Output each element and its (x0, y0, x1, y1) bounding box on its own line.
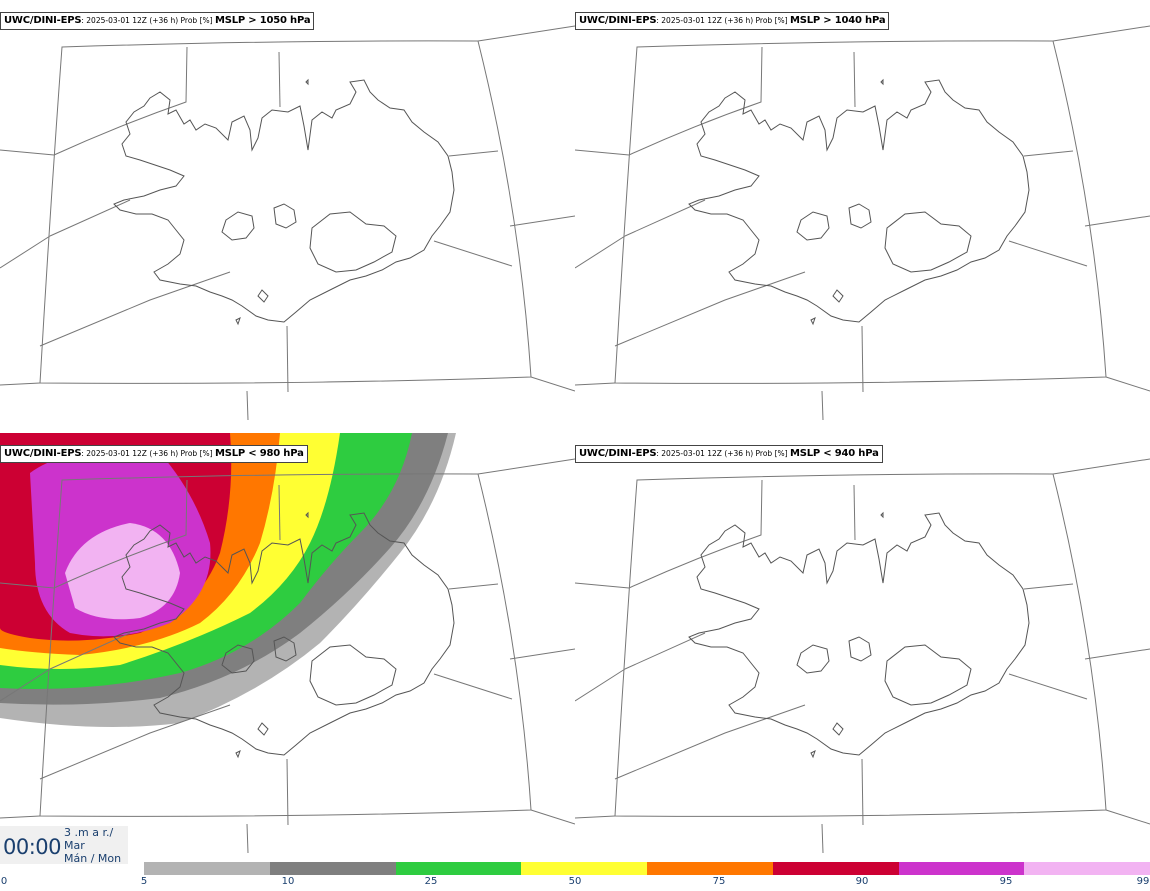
colorbar-swatch (647, 862, 773, 875)
colorbar-swatch (1024, 862, 1150, 875)
valid-time-box: 00:00 3 .m a r./ Mar Mán / Mon (0, 826, 128, 865)
map-panel-mslp-gt-1040: UWC/DINI-EPS: 2025-03-01 12Z (+36 h) Pro… (575, 0, 1150, 433)
panel-title: UWC/DINI-EPS: 2025-03-01 12Z (+36 h) Pro… (575, 445, 883, 463)
colorbar-tick-label: 95 (999, 876, 1013, 887)
colorbar-tick-label: 50 (568, 876, 582, 887)
colorbar-tick-label: 99 (1136, 876, 1150, 887)
valid-date: 3 .m a r./ Mar Mán / Mon (64, 826, 121, 865)
panel-title: UWC/DINI-EPS: 2025-03-01 12Z (+36 h) Pro… (0, 12, 315, 30)
colorbar-tick-label: 5 (140, 876, 148, 887)
panel-title: UWC/DINI-EPS: 2025-03-01 12Z (+36 h) Pro… (575, 12, 890, 30)
colorbar-swatch (772, 862, 899, 875)
probability-field (0, 433, 456, 727)
map-panel-mslp-lt-940: UWC/DINI-EPS: 2025-03-01 12Z (+36 h) Pro… (575, 433, 1150, 866)
valid-date-line3: Mán / Mon (64, 852, 122, 865)
valid-time-clock: 00:00 (3, 835, 62, 859)
map-panel-mslp-gt-1050: UWC/DINI-EPS: 2025-03-01 12Z (+36 h) Pro… (0, 0, 575, 433)
colorbar-tick-label: 90 (855, 876, 869, 887)
colorbar-tick-label: 0 (0, 876, 8, 887)
colorbar-swatch (395, 862, 522, 875)
valid-date-line1: 3 .m a r./ (64, 826, 114, 839)
colorbar-swatch (269, 862, 396, 875)
colorbar-swatch (521, 862, 647, 875)
map-canvas (0, 25, 575, 421)
panel-title: UWC/DINI-EPS: 2025-03-01 12Z (+36 h) Pro… (0, 445, 308, 463)
colorbar-swatch (898, 862, 1025, 875)
map-canvas (575, 25, 1150, 421)
valid-date-line2: Mar (64, 839, 85, 852)
map-canvas (0, 433, 575, 854)
probability-colorbar (144, 862, 1150, 875)
map-panel-mslp-lt-980: UWC/DINI-EPS: 2025-03-01 12Z (+36 h) Pro… (0, 433, 575, 866)
colorbar-swatch (144, 862, 270, 875)
colorbar-tick-label: 10 (281, 876, 295, 887)
colorbar-tick-label: 75 (712, 876, 726, 887)
map-canvas (575, 458, 1150, 854)
colorbar-tick-label: 25 (424, 876, 438, 887)
